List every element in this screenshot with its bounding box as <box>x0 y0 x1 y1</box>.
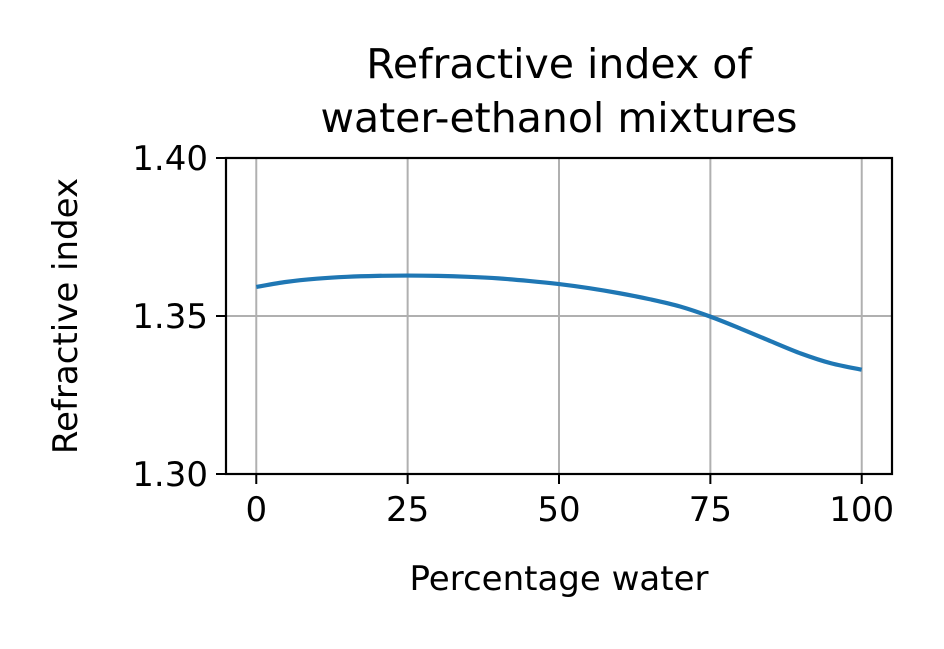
y-tick-label: 1.30 <box>132 455 208 495</box>
chart-title-line-2: water-ethanol mixtures <box>320 94 797 142</box>
y-tick-label: 1.40 <box>132 139 208 179</box>
x-tick-label: 25 <box>386 490 429 530</box>
x-axis-label: Percentage water <box>410 559 709 599</box>
x-axis-ticks: 0 25 50 75 100 <box>245 474 894 530</box>
y-axis-ticks: 1.30 1.35 1.40 <box>132 139 226 495</box>
y-tick-label: 1.35 <box>132 297 208 337</box>
series-group <box>255 273 863 372</box>
series-line <box>255 273 863 372</box>
x-tick-label: 0 <box>245 490 267 530</box>
y-axis-label: Refractive index <box>46 178 86 454</box>
x-tick-label: 100 <box>829 490 894 530</box>
x-tick-label: 50 <box>537 490 580 530</box>
chart-title-line-1: Refractive index of <box>366 40 753 88</box>
x-tick-label: 75 <box>689 490 732 530</box>
